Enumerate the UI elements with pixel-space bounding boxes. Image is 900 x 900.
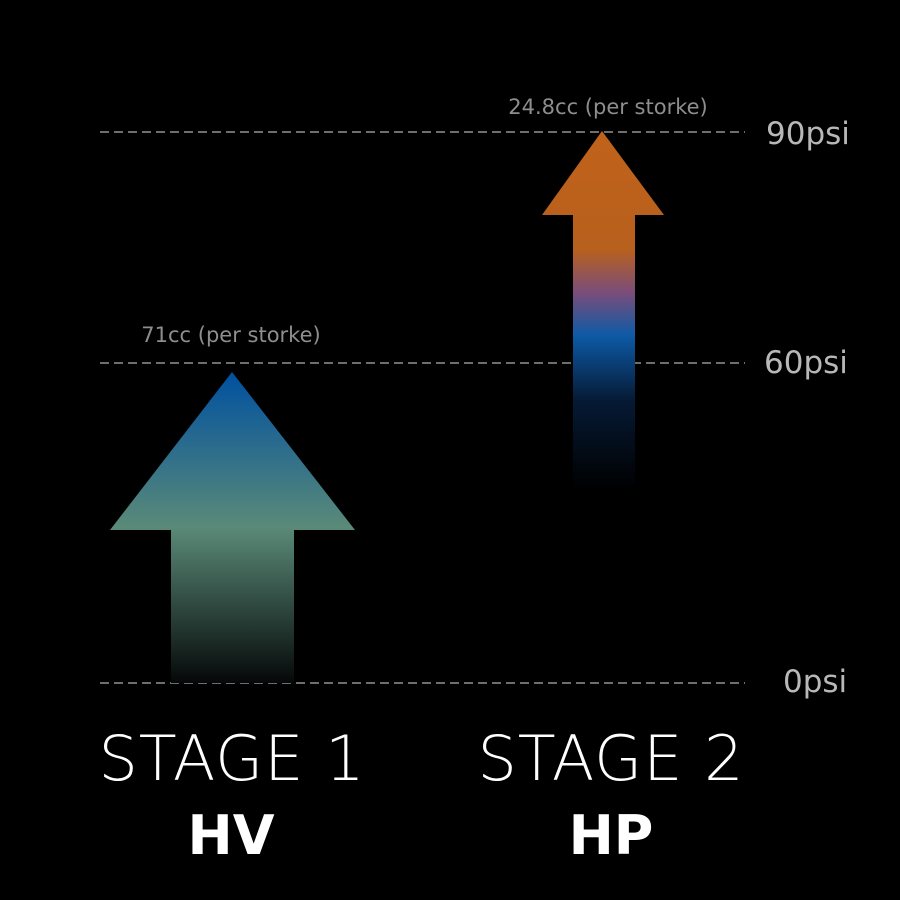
level-label-60psi: 60psi (764, 345, 848, 381)
stage-1-volume-label: 71cc (per storke) (141, 323, 320, 347)
stage-2-volume-label: 24.8cc (per storke) (508, 95, 707, 119)
level-lines (100, 131, 745, 684)
level-label-0psi: 0psi (783, 664, 847, 700)
stage-2-mode: HP (569, 804, 654, 867)
stage-1-title: STAGE 1 (98, 722, 365, 795)
stage-1-arrow (110, 372, 355, 683)
stage-2-title: STAGE 2 (477, 722, 744, 795)
stage-1-mode: HV (188, 804, 275, 867)
stage-2-arrow (542, 131, 664, 490)
level-label-90psi: 90psi (766, 116, 850, 152)
